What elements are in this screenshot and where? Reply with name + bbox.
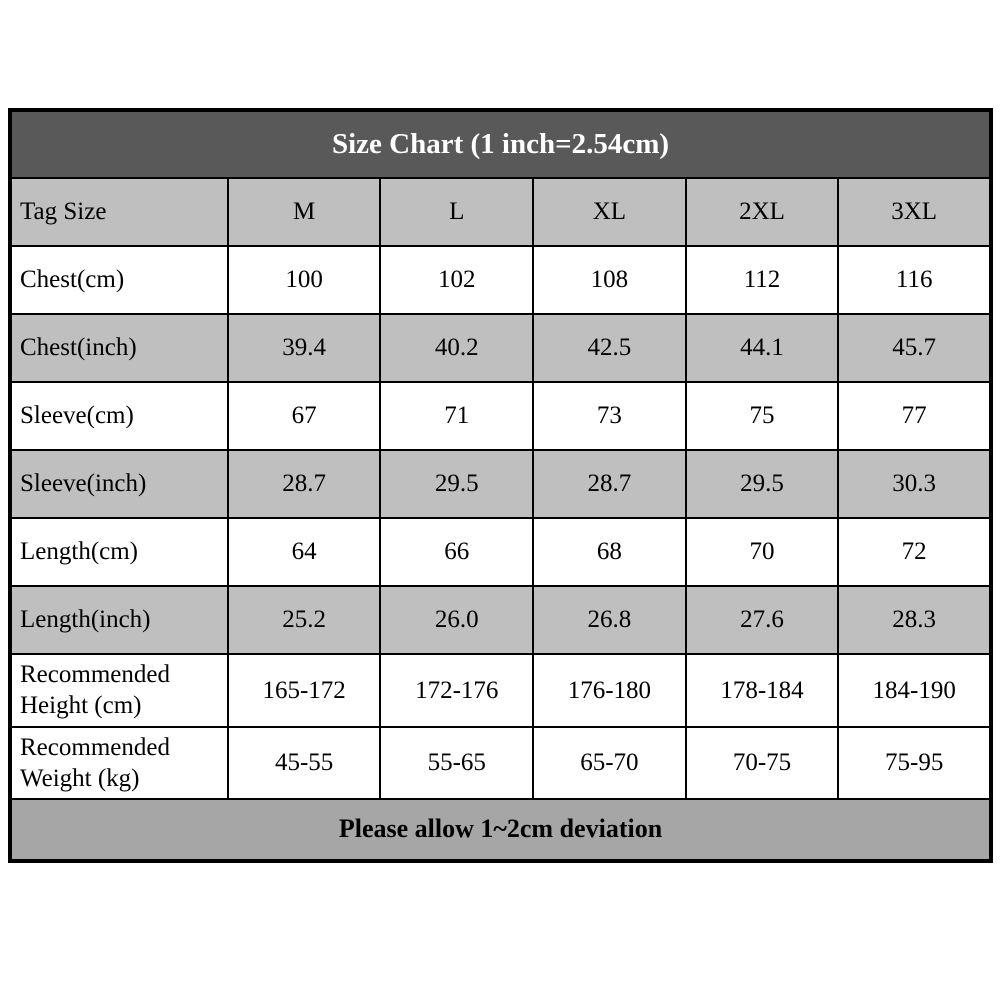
value-cell: 71: [379, 381, 535, 451]
table-row: Sleeve(inch) 28.7 29.5 28.7 29.5 30.3: [9, 449, 992, 519]
size-chart-container: Size Chart (1 inch=2.54cm) Tag Size M L XL 2…: [8, 108, 993, 863]
table-header-row: Tag Size M L XL 2XL 3XL: [9, 177, 992, 247]
header-cell-size: 3XL: [837, 177, 992, 247]
value-cell: 45.7: [837, 313, 992, 383]
row-label: Chest(cm): [9, 245, 229, 315]
table-row: Chest(inch) 39.4 40.2 42.5 44.1 45.7: [9, 313, 992, 383]
row-label: Sleeve(cm): [9, 381, 229, 451]
row-label: Recommended Weight (kg): [9, 725, 229, 800]
row-label: Recommended Height (cm): [9, 653, 229, 728]
value-cell: 26.8: [532, 585, 687, 655]
value-cell: 28.3: [837, 585, 992, 655]
value-cell: 64: [226, 517, 382, 587]
value-cell: 165-172: [226, 653, 382, 728]
table-footer-row: Please allow 1~2cm deviation: [9, 798, 992, 862]
value-cell: 40.2: [379, 313, 535, 383]
header-cell-size: L: [379, 177, 535, 247]
value-cell: 116: [837, 245, 992, 315]
value-cell: 55-65: [379, 725, 535, 800]
table-title: Size Chart (1 inch=2.54cm): [9, 109, 992, 179]
row-label: Sleeve(inch): [9, 449, 229, 519]
value-cell: 39.4: [226, 313, 382, 383]
value-cell: 42.5: [532, 313, 687, 383]
value-cell: 172-176: [379, 653, 535, 728]
size-table-body: Size Chart (1 inch=2.54cm) Tag Size M L XL 2…: [9, 109, 992, 862]
value-cell: 77: [837, 381, 992, 451]
value-cell: 108: [532, 245, 687, 315]
value-cell: 112: [684, 245, 840, 315]
size-chart-table: Size Chart (1 inch=2.54cm) Tag Size M L XL 2…: [8, 108, 993, 863]
header-cell-tag-size: Tag Size: [9, 177, 229, 247]
value-cell: 28.7: [226, 449, 382, 519]
value-cell: 26.0: [379, 585, 535, 655]
value-cell: 176-180: [532, 653, 687, 728]
value-cell: 29.5: [379, 449, 535, 519]
table-row: Recommended Weight (kg) 45-55 55-65 65-70 70…: [9, 725, 992, 800]
value-cell: 44.1: [684, 313, 840, 383]
row-label: Length(inch): [9, 585, 229, 655]
value-cell: 73: [532, 381, 687, 451]
table-title-row: Size Chart (1 inch=2.54cm): [9, 109, 992, 179]
value-cell: 184-190: [837, 653, 992, 728]
table-row: Length(inch) 25.2 26.0 26.8 27.6 28.3: [9, 585, 992, 655]
value-cell: 28.7: [532, 449, 687, 519]
value-cell: 70-75: [684, 725, 840, 800]
value-cell: 67: [226, 381, 382, 451]
row-label: Chest(inch): [9, 313, 229, 383]
value-cell: 66: [379, 517, 535, 587]
value-cell: 100: [226, 245, 382, 315]
value-cell: 45-55: [226, 725, 382, 800]
row-label: Length(cm): [9, 517, 229, 587]
table-row: Recommended Height (cm) 165-172 172-176 176…: [9, 653, 992, 728]
value-cell: 70: [684, 517, 840, 587]
value-cell: 65-70: [532, 725, 687, 800]
table-row: Sleeve(cm) 67 71 73 75 77: [9, 381, 992, 451]
table-row: Chest(cm) 100 102 108 112 116: [9, 245, 992, 315]
table-row: Length(cm) 64 66 68 70 72: [9, 517, 992, 587]
value-cell: 75-95: [837, 725, 992, 800]
table-footer-note: Please allow 1~2cm deviation: [9, 798, 992, 862]
value-cell: 178-184: [684, 653, 840, 728]
header-cell-size: 2XL: [684, 177, 840, 247]
value-cell: 102: [379, 245, 535, 315]
value-cell: 27.6: [684, 585, 840, 655]
value-cell: 72: [837, 517, 992, 587]
header-cell-size: M: [226, 177, 382, 247]
value-cell: 68: [532, 517, 687, 587]
value-cell: 30.3: [837, 449, 992, 519]
header-cell-size: XL: [532, 177, 687, 247]
value-cell: 29.5: [684, 449, 840, 519]
value-cell: 75: [684, 381, 840, 451]
value-cell: 25.2: [226, 585, 382, 655]
